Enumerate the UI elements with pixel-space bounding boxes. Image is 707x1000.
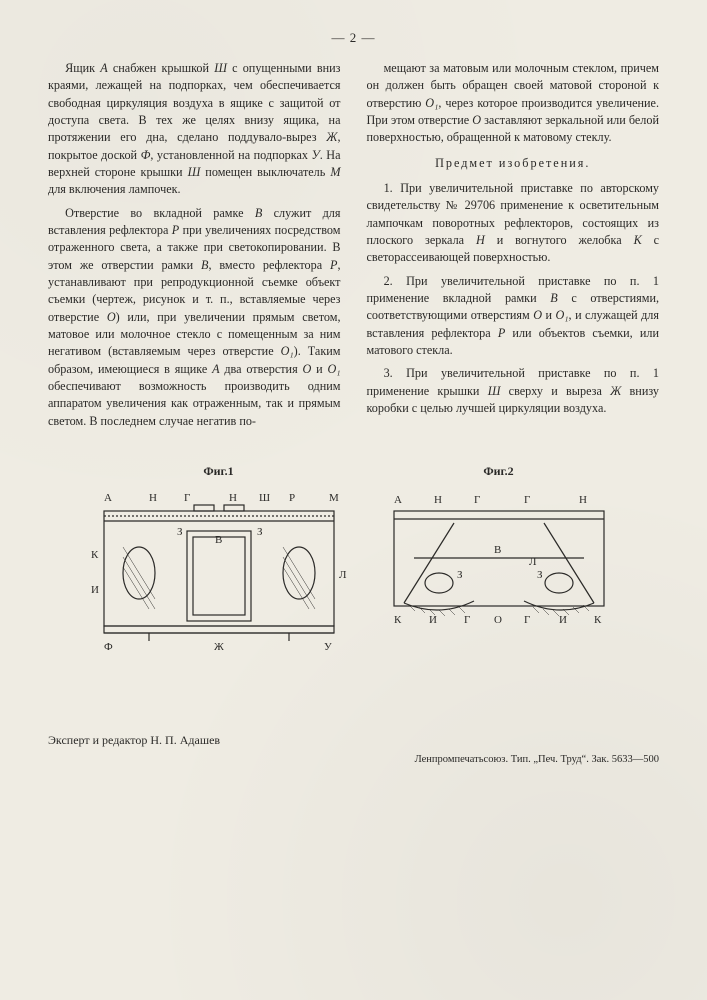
fig2-label-K2: К — [594, 614, 602, 626]
figure-2: Фиг.2 — [379, 464, 619, 653]
fig1-label-F: Ф — [104, 641, 113, 653]
fig1-label-N1: Н — [149, 492, 157, 504]
fig1-label-Zh: Ж — [214, 641, 224, 653]
imprint-line: Ленпромпечатьсоюз. Тип. „Печ. Труд“. Зак… — [48, 754, 659, 765]
column-left: Ящик A снабжен крышкой Ш с опущенными вн… — [48, 60, 341, 436]
fig1-label-N2: Н — [229, 492, 237, 504]
fig1-label-Z2: З — [177, 526, 183, 538]
fig1-label-Sh: Ш — [259, 492, 270, 504]
figure-1-svg: А Н Г Н Ш Р М К И Л В З З Ф Ж У — [89, 483, 349, 653]
subject-heading: Предмет изобретения. — [367, 155, 660, 172]
claim-3: 3. При увеличительной приставке по п. 1 … — [367, 365, 660, 417]
fig1-label-Z1: З — [257, 526, 263, 538]
fig2-label-V: В — [494, 544, 501, 556]
fig1-label-V: В — [215, 534, 222, 546]
fig2-label-K1: К — [394, 614, 402, 626]
editor-line: Эксперт и редактор Н. П. Адашев — [48, 733, 659, 748]
fig2-label-O: О — [494, 614, 502, 626]
para-right-1: мещают за матовым или молочным стеклом, … — [367, 60, 660, 147]
fig1-label-R: Р — [289, 492, 295, 504]
fig2-label-Z1: З — [457, 569, 463, 581]
page: — 2 — Ящик A снабжен крышкой Ш с опущенн… — [0, 0, 707, 1000]
fig1-label-L: Л — [339, 569, 347, 581]
fig2-label-L: Л — [529, 556, 537, 568]
fig2-label-G1: Г — [474, 494, 480, 506]
claim-2: 2. При увеличительной приставке по п. 1 … — [367, 273, 660, 360]
fig1-label-U: У — [324, 641, 332, 653]
para-left-2: Отверстие во вкладной рамке B служит для… — [48, 205, 341, 430]
fig1-label-M: М — [329, 492, 339, 504]
fig1-label-G: Г — [184, 492, 190, 504]
fig2-label-I2: И — [559, 614, 567, 626]
fig2-label-A: А — [394, 494, 402, 506]
figure-1-title: Фиг.1 — [89, 464, 349, 479]
figure-2-svg: А Н Г Г Н В Л З З К И Г О Г И К — [379, 483, 619, 633]
fig2-label-N2: Н — [579, 494, 587, 506]
para-left-1: Ящик A снабжен крышкой Ш с опущенными вн… — [48, 60, 341, 199]
fig2-label-N1: Н — [434, 494, 442, 506]
fig1-label-A: А — [104, 492, 112, 504]
figures-row: Фиг.1 — [48, 464, 659, 653]
text-columns: Ящик A снабжен крышкой Ш с опущенными вн… — [48, 60, 659, 436]
fig2-label-G2: Г — [524, 494, 530, 506]
column-right: мещают за матовым или молочным стеклом, … — [367, 60, 660, 436]
fig1-label-K: К — [91, 549, 99, 561]
figure-2-title: Фиг.2 — [379, 464, 619, 479]
fig2-label-I1: И — [429, 614, 437, 626]
footer: Эксперт и редактор Н. П. Адашев Ленпромп… — [48, 733, 659, 765]
fig2-label-G4: Г — [524, 614, 530, 626]
page-number: — 2 — — [48, 30, 659, 46]
figure-1: Фиг.1 — [89, 464, 349, 653]
fig2-label-G3: Г — [464, 614, 470, 626]
fig2-label-Z2: З — [537, 569, 543, 581]
claim-1: 1. При увеличительной приставке по автор… — [367, 180, 660, 267]
fig1-label-I: И — [91, 584, 99, 596]
